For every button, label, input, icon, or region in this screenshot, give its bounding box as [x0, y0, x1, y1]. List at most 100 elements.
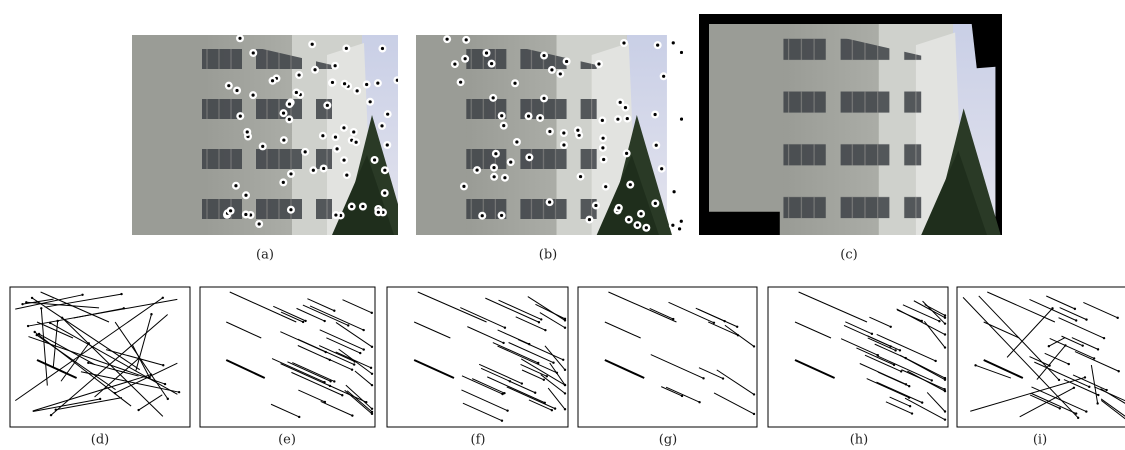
match-end — [905, 357, 907, 359]
match-end — [61, 317, 63, 319]
match-end — [944, 418, 946, 420]
keypoint-center — [386, 113, 389, 116]
keypoint-center — [619, 101, 622, 104]
keypoint-center — [239, 115, 242, 118]
match-end — [506, 409, 508, 411]
keypoint-center — [616, 118, 619, 121]
panel-label: (b) — [539, 248, 557, 263]
keypoint-center — [322, 167, 325, 170]
keypoint-center — [562, 131, 565, 134]
keypoint-center — [246, 130, 249, 133]
match-end — [501, 420, 503, 422]
match-end — [1093, 357, 1095, 359]
match-end — [736, 326, 738, 328]
keypoint-center — [334, 213, 337, 216]
match-end — [353, 363, 355, 365]
keypoint-center — [396, 79, 399, 82]
keypoint-center — [678, 227, 681, 230]
match-end — [974, 364, 976, 366]
match-end — [737, 334, 739, 336]
keypoint-center — [352, 130, 355, 133]
keypoint-center — [671, 224, 674, 227]
keypoint-center — [376, 82, 379, 85]
match-end — [178, 391, 180, 393]
keypoint-center — [342, 126, 345, 129]
match-end — [1068, 363, 1070, 365]
match-end — [509, 380, 511, 382]
keypoint-center — [289, 208, 292, 211]
match-end — [1077, 417, 1079, 419]
match-end — [1075, 319, 1077, 321]
keypoint-center — [656, 44, 659, 47]
match-end — [546, 375, 548, 377]
match-end — [371, 346, 373, 348]
keypoint-center — [680, 118, 683, 121]
keypoint-center — [500, 114, 503, 117]
match-end — [329, 385, 331, 387]
match-end — [702, 377, 704, 379]
keypoint-center — [627, 218, 630, 221]
keypoint-center — [383, 191, 386, 194]
match-end — [341, 394, 343, 396]
keypoint-center — [500, 214, 503, 217]
keypoint-center — [229, 209, 232, 212]
photo-a — [132, 34, 407, 235]
panel-label: (i) — [1033, 433, 1047, 448]
keypoint-center — [542, 97, 545, 100]
match-end — [1074, 308, 1076, 310]
panel-label: (c) — [840, 248, 857, 263]
match-end — [944, 322, 946, 324]
match-end — [167, 398, 169, 400]
match-end — [900, 370, 902, 372]
match-end — [753, 345, 755, 347]
keypoint-center — [475, 168, 478, 171]
match-end — [40, 307, 42, 309]
keypoint-center — [481, 214, 484, 217]
match-end — [909, 405, 911, 407]
keypoint-center — [453, 63, 456, 66]
match-end — [921, 401, 923, 403]
match-end — [371, 408, 373, 410]
match-panel — [957, 287, 1125, 427]
keypoint-center — [238, 37, 241, 40]
match-end — [323, 320, 325, 322]
keypoint-center — [261, 145, 264, 148]
keypoint-center — [252, 51, 255, 54]
match-end — [564, 384, 566, 386]
keypoint-center — [660, 167, 663, 170]
keypoint-center — [653, 113, 656, 116]
keypoint-center — [234, 184, 237, 187]
match-end — [564, 319, 566, 321]
keypoint-center — [342, 158, 345, 161]
keypoint-center — [297, 73, 300, 76]
panel-label: (a) — [256, 248, 274, 263]
match-end — [87, 362, 89, 364]
keypoint-center — [559, 72, 562, 75]
match-end — [894, 349, 896, 351]
match-end — [333, 380, 335, 382]
keypoint-center — [288, 102, 291, 105]
keypoint-center — [565, 60, 568, 63]
match-end — [534, 392, 536, 394]
keypoint-center — [295, 91, 298, 94]
keypoint-center — [381, 47, 384, 50]
match-end — [362, 329, 364, 331]
match-end — [890, 326, 892, 328]
panel-label: (f) — [471, 433, 486, 448]
match-end — [298, 416, 300, 418]
match-end — [371, 312, 373, 314]
keypoint-center — [528, 156, 531, 159]
keypoint-center — [493, 175, 496, 178]
keypoint-center — [509, 161, 512, 164]
keypoint-center — [645, 226, 648, 229]
match-end — [564, 408, 566, 410]
keypoint-center — [271, 79, 274, 82]
match-end — [911, 412, 913, 414]
keypoint-center — [445, 38, 448, 41]
match-panel — [578, 287, 757, 427]
match-end — [502, 342, 504, 344]
match-end — [50, 414, 52, 416]
keypoint-center — [386, 143, 389, 146]
match-end — [123, 307, 125, 309]
keypoint-center — [597, 62, 600, 65]
